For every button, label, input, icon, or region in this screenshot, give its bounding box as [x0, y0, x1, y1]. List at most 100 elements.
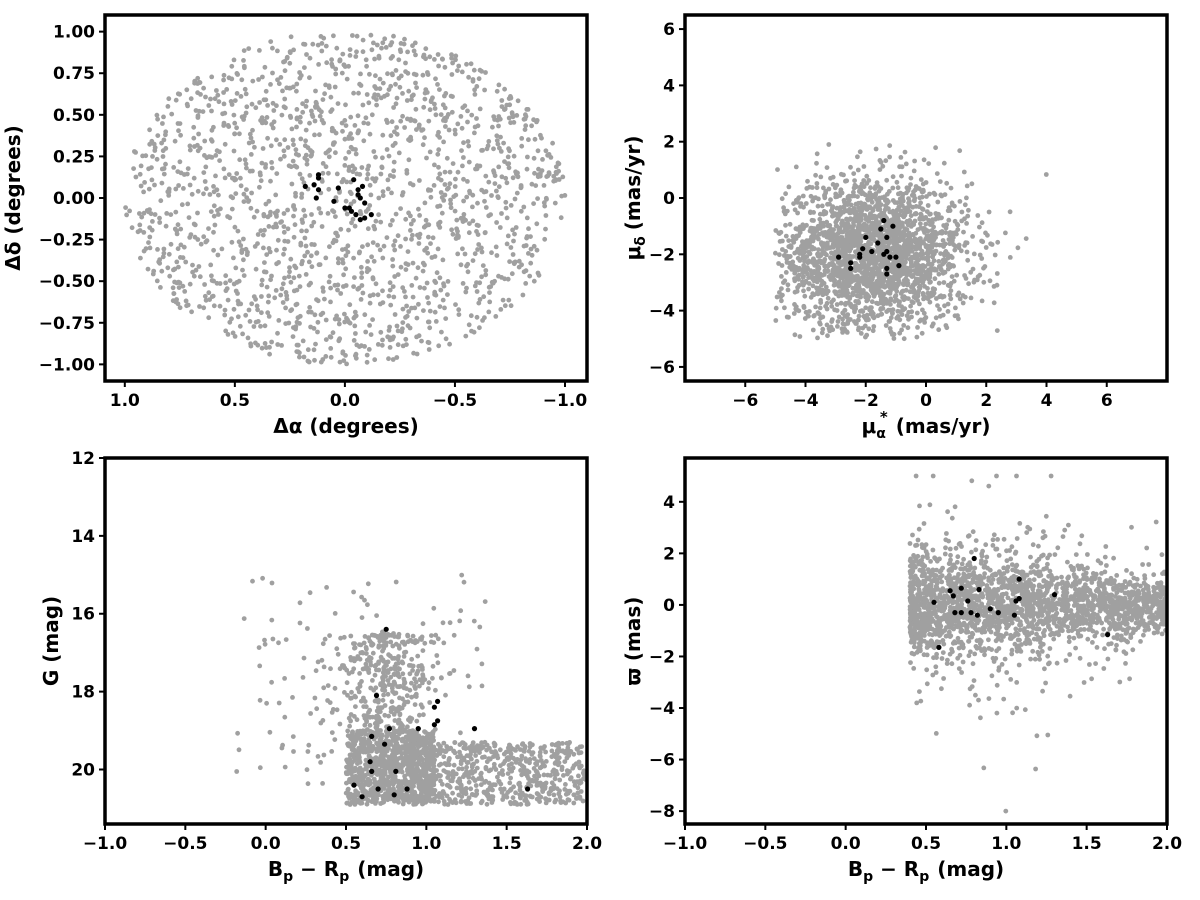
field-star-point — [442, 182, 448, 187]
field-star-point — [935, 303, 940, 308]
field-star-point — [436, 164, 441, 170]
field-star-point — [320, 97, 326, 102]
y-tick-label: −0.50 — [39, 272, 95, 292]
field-star-point — [241, 257, 246, 263]
field-star-point — [843, 261, 849, 267]
field-star-point — [336, 321, 342, 327]
field-star-point — [333, 214, 338, 220]
field-star-point — [505, 154, 511, 160]
field-star-point — [476, 76, 482, 82]
field-star-point — [282, 275, 287, 281]
field-star-point — [302, 235, 308, 241]
field-star-point — [846, 253, 852, 259]
field-star-point — [483, 272, 489, 278]
field-star-point — [211, 229, 216, 235]
field-star-point — [146, 240, 151, 246]
field-star-point — [387, 287, 393, 293]
field-star-point — [783, 222, 788, 228]
field-star-point — [883, 158, 889, 164]
member-star-point — [860, 246, 866, 252]
field-star-point — [426, 686, 431, 692]
field-star-point — [346, 136, 351, 141]
field-star-point — [354, 33, 360, 39]
field-star-point — [274, 247, 279, 253]
field-star-point — [282, 764, 288, 770]
field-star-point — [426, 347, 432, 352]
field-star-point — [888, 315, 894, 321]
field-star-point — [389, 119, 395, 125]
field-star-point — [862, 192, 868, 198]
field-star-point — [896, 204, 902, 210]
field-star-point — [922, 320, 927, 325]
field-star-point — [195, 115, 201, 120]
field-star-point — [899, 267, 904, 273]
field-star-point — [242, 65, 247, 71]
field-star-point — [313, 88, 318, 94]
field-star-point — [223, 273, 229, 279]
field-star-point — [409, 97, 414, 103]
field-star-point — [364, 63, 369, 69]
field-star-point — [164, 211, 170, 216]
field-star-point — [380, 132, 386, 138]
field-star-point — [315, 659, 321, 665]
field-star-point — [389, 71, 395, 77]
field-star-point — [840, 316, 845, 322]
field-star-point — [791, 239, 797, 245]
field-star-point — [896, 303, 902, 308]
field-star-point — [948, 253, 954, 259]
field-star-point — [391, 174, 396, 180]
field-star-point — [895, 308, 901, 314]
field-star-point — [298, 242, 304, 248]
field-star-point — [375, 292, 381, 298]
field-star-point — [783, 270, 789, 275]
field-star-point — [815, 291, 821, 297]
field-star-point — [160, 254, 166, 260]
field-star-point — [282, 68, 288, 74]
field-star-point — [474, 646, 480, 652]
field-star-point — [479, 187, 485, 193]
field-star-point — [960, 300, 966, 306]
field-star-point — [928, 265, 934, 271]
field-star-point — [931, 224, 936, 230]
field-star-point — [355, 286, 361, 292]
field-star-point — [829, 262, 835, 268]
field-star-point — [334, 707, 340, 713]
field-star-point — [416, 206, 421, 212]
field-star-point — [294, 124, 299, 130]
field-star-point — [247, 319, 253, 324]
field-star-point — [539, 168, 545, 174]
field-star-point — [924, 233, 930, 239]
member-stars-pm — [836, 217, 902, 277]
field-star-point — [955, 292, 961, 298]
field-star-point — [391, 334, 396, 340]
field-star-point — [152, 182, 157, 188]
field-star-point — [208, 209, 214, 215]
field-star-point — [426, 118, 432, 124]
member-star-point — [881, 251, 887, 257]
field-star-point — [214, 88, 219, 93]
field-star-point — [238, 183, 244, 189]
field-star-point — [845, 321, 851, 326]
field-star-point — [343, 246, 348, 252]
field-star-point — [191, 175, 197, 181]
field-star-point — [803, 309, 809, 315]
field-star-point — [912, 218, 918, 224]
field-star-point — [773, 305, 779, 311]
field-star-point — [181, 186, 186, 191]
field-star-point — [203, 164, 209, 170]
field-star-point — [262, 641, 268, 647]
field-star-point — [323, 317, 329, 323]
field-star-point — [225, 297, 231, 303]
field-star-point — [779, 274, 784, 279]
field-star-point — [154, 112, 160, 118]
field-star-point — [873, 264, 878, 270]
field-star-point — [309, 264, 315, 270]
field-star-point — [302, 213, 308, 219]
field-star-point — [366, 347, 372, 352]
field-star-point — [358, 71, 363, 77]
member-star-point — [351, 177, 357, 183]
field-star-point — [900, 198, 906, 204]
field-star-point — [786, 184, 792, 190]
field-star-point — [431, 605, 437, 611]
field-star-point — [174, 228, 180, 234]
